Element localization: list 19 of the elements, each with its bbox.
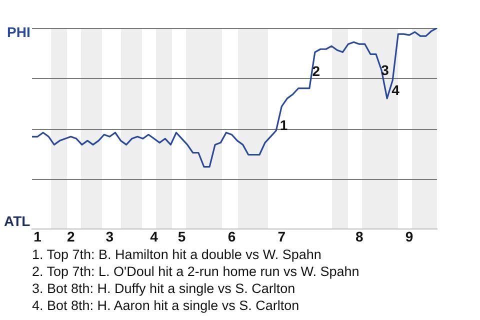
text: 4. Bot 8th: H. Aaron hit a single vs S. Carlton xyxy=(32,297,300,314)
x-tick-label: 5 xyxy=(178,228,186,244)
x-tick-label: 8 xyxy=(355,228,364,244)
annotation: 3 xyxy=(381,62,389,78)
text: 1. Top 7th: B. Hamilton hit a double vs W. Spahn xyxy=(32,246,322,263)
text: ATL xyxy=(4,213,30,230)
x-tick-label: 9 xyxy=(405,228,414,244)
x-tick-label: 6 xyxy=(228,228,236,244)
x-tick-label: 7 xyxy=(278,228,286,244)
text: 2. Top 7th: L. O'Doul hit a 2-run home run vs W. Spahn xyxy=(32,263,360,280)
text: 3. Bot 8th: H. Duffy hit a single vs S. Carlton xyxy=(32,280,296,297)
annotation: 1 xyxy=(280,116,288,133)
annotation: 4 xyxy=(392,82,400,98)
x-tick-label: 2 xyxy=(66,228,75,244)
text: PHI xyxy=(7,24,30,40)
x-tick-label: 3 xyxy=(106,228,114,244)
annotation: 2 xyxy=(312,63,320,80)
x-tick-label: 4 xyxy=(150,228,158,244)
x-tick-label: 1 xyxy=(34,228,42,244)
